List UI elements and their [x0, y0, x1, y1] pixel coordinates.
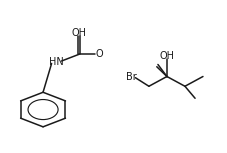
Text: OH: OH: [159, 51, 174, 61]
Text: Br: Br: [125, 71, 136, 82]
Text: O: O: [95, 49, 103, 59]
Text: HN: HN: [49, 57, 64, 67]
Text: OH: OH: [71, 28, 86, 38]
